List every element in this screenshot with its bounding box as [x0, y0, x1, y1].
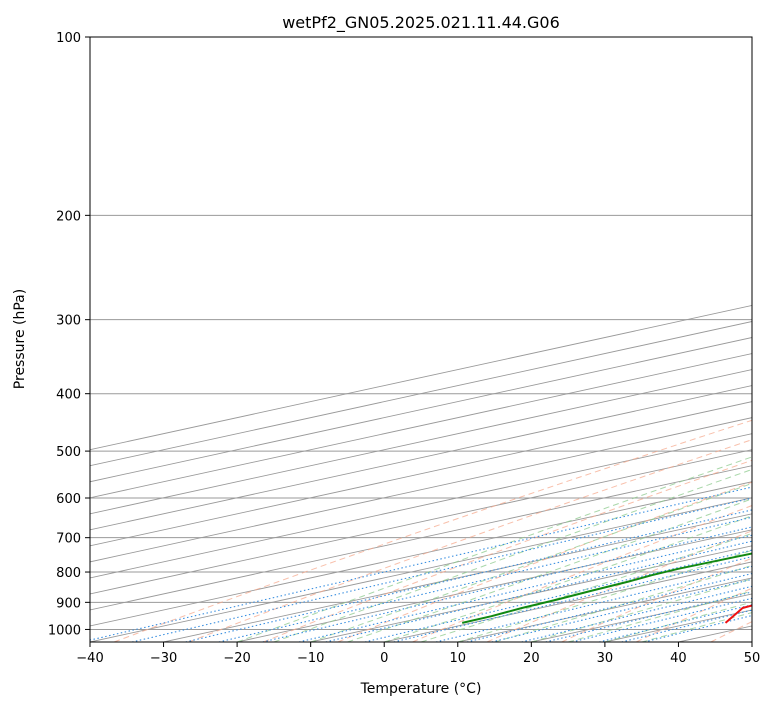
y-tick-label: 800	[56, 566, 81, 581]
y-tick-label: 600	[56, 492, 81, 507]
isotherm-line	[90, 433, 752, 579]
mixing-ratio-line	[364, 549, 752, 642]
moist-adiabat-line	[384, 515, 752, 642]
x-tick-label: −40	[76, 651, 103, 666]
isotherm-line	[90, 465, 752, 611]
dry-adiabat-line	[337, 481, 752, 642]
mixing-ratio-line	[262, 526, 752, 642]
moist-adiabat-line	[273, 468, 752, 642]
isotherm-line	[237, 529, 752, 642]
x-tick-label: 40	[670, 651, 687, 666]
isotherm-line	[90, 401, 752, 547]
x-axis: −40 −30 −20 −10 0 10 20 30 40 50	[76, 642, 760, 666]
isotherm-line	[90, 497, 752, 642]
mixing-ratio-line	[90, 486, 752, 641]
y-tick-label: 400	[56, 388, 81, 403]
moist-adiabat-line	[457, 549, 752, 642]
mixing-ratio-line	[435, 565, 752, 642]
x-tick-label: 20	[523, 651, 540, 666]
isotherm-line	[90, 417, 752, 563]
mixing-ratio-line	[131, 497, 752, 642]
isotherm-line	[90, 449, 752, 595]
y-axis-label: Pressure (hPa)	[12, 289, 28, 389]
x-tick-label: 0	[380, 651, 388, 666]
x-tick-label: −10	[297, 651, 324, 666]
isotherm-line	[90, 337, 752, 483]
y-tick-label: 200	[56, 209, 81, 224]
isotherm-line	[163, 513, 752, 642]
isotherm-line	[90, 321, 752, 467]
y-axis: 100 200 300 400 500 600 700 800 900 1000	[48, 31, 90, 638]
x-axis-label: Temperature (°C)	[360, 681, 482, 697]
plot-area	[90, 37, 752, 642]
dry-adiabat-line	[263, 459, 752, 642]
y-tick-label: 700	[56, 532, 81, 547]
mixing-ratio-line	[393, 556, 752, 642]
y-tick-label: 900	[56, 596, 81, 611]
x-tick-label: 30	[597, 651, 614, 666]
x-tick-label: −30	[150, 651, 177, 666]
x-tick-label: 10	[450, 651, 467, 666]
chart-title: wetPf2_GN05.2025.021.11.44.G06	[282, 13, 560, 33]
y-tick-label: 500	[56, 445, 81, 460]
moist-adiabat-line	[531, 578, 752, 642]
y-tick-label: 1000	[48, 623, 81, 638]
x-tick-label: −20	[223, 651, 250, 666]
isotherm-line	[90, 305, 752, 451]
isotherm-line	[90, 481, 752, 627]
x-tick-label: 50	[744, 651, 761, 666]
plot-frame	[89, 36, 753, 643]
y-tick-label: 100	[56, 31, 81, 46]
y-tick-label: 300	[56, 314, 81, 329]
background-lines	[90, 37, 752, 642]
moist-adiabat-line	[236, 456, 752, 642]
